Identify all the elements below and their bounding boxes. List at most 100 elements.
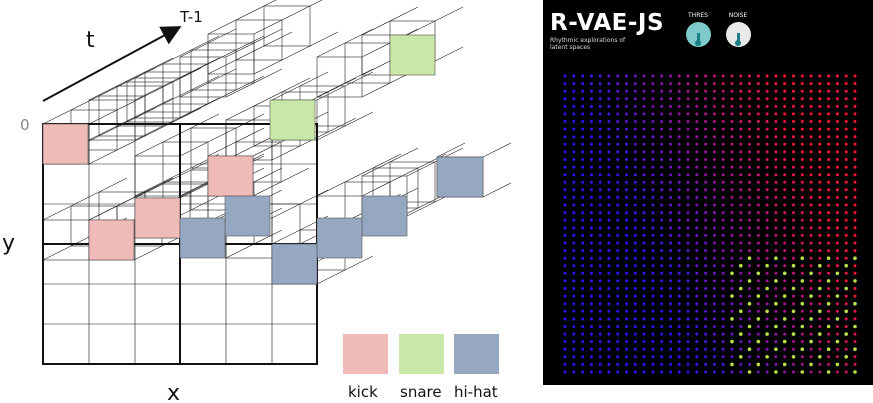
latent-dot[interactable] bbox=[677, 249, 681, 253]
latent-dot[interactable] bbox=[633, 226, 637, 230]
latent-dot[interactable] bbox=[809, 82, 813, 86]
latent-dot[interactable] bbox=[712, 180, 716, 184]
latent-dot[interactable] bbox=[826, 301, 831, 306]
latent-dot[interactable] bbox=[704, 317, 708, 321]
latent-dot[interactable] bbox=[800, 264, 804, 268]
latent-dot[interactable] bbox=[748, 180, 751, 184]
latent-dot[interactable] bbox=[651, 142, 655, 146]
latent-dot[interactable] bbox=[677, 370, 681, 374]
latent-dot[interactable] bbox=[800, 332, 804, 336]
latent-dot[interactable] bbox=[730, 241, 734, 245]
latent-dot[interactable] bbox=[730, 325, 734, 328]
latent-dot[interactable] bbox=[739, 309, 743, 314]
latent-dot[interactable] bbox=[589, 271, 593, 275]
latent-dot[interactable] bbox=[616, 188, 620, 192]
latent-dot[interactable] bbox=[818, 112, 822, 116]
latent-dot[interactable] bbox=[704, 203, 708, 207]
latent-dot[interactable] bbox=[844, 256, 848, 260]
latent-dot[interactable] bbox=[818, 332, 822, 336]
latent-dot[interactable] bbox=[695, 127, 699, 131]
latent-dot[interactable] bbox=[581, 180, 585, 184]
latent-dot[interactable] bbox=[774, 287, 778, 290]
latent-dot[interactable] bbox=[704, 135, 708, 139]
latent-dot[interactable] bbox=[756, 309, 760, 313]
latent-dot[interactable] bbox=[704, 142, 708, 146]
latent-dot[interactable] bbox=[589, 332, 593, 336]
latent-dot[interactable] bbox=[748, 355, 751, 359]
latent-dot[interactable] bbox=[581, 241, 585, 245]
latent-dot[interactable] bbox=[651, 74, 655, 78]
latent-dot[interactable] bbox=[800, 211, 804, 215]
latent-dot[interactable] bbox=[712, 226, 716, 230]
latent-dot[interactable] bbox=[572, 127, 576, 131]
latent-dot[interactable] bbox=[616, 104, 620, 108]
latent-dot[interactable] bbox=[572, 279, 576, 283]
latent-dot[interactable] bbox=[756, 264, 760, 268]
latent-dot[interactable] bbox=[589, 142, 593, 146]
latent-dot[interactable] bbox=[686, 127, 690, 131]
latent-dot[interactable] bbox=[853, 120, 857, 123]
latent-dot[interactable] bbox=[651, 294, 655, 298]
latent-dot[interactable] bbox=[677, 165, 681, 169]
latent-dot[interactable] bbox=[695, 264, 699, 268]
latent-dot[interactable] bbox=[669, 120, 672, 123]
latent-dot[interactable] bbox=[721, 302, 725, 306]
latent-dot[interactable] bbox=[739, 112, 743, 116]
latent-dot[interactable] bbox=[695, 173, 699, 177]
latent-dot[interactable] bbox=[633, 142, 637, 146]
latent-dot[interactable] bbox=[730, 332, 734, 336]
latent-dot[interactable] bbox=[827, 173, 831, 177]
latent-dot[interactable] bbox=[800, 74, 804, 78]
latent-dot[interactable] bbox=[598, 302, 602, 306]
latent-dot[interactable] bbox=[800, 301, 805, 306]
latent-dot[interactable] bbox=[581, 294, 585, 298]
latent-dot[interactable] bbox=[625, 317, 628, 321]
latent-dot[interactable] bbox=[782, 362, 787, 367]
latent-dot[interactable] bbox=[826, 279, 831, 283]
latent-dot[interactable] bbox=[686, 180, 690, 184]
latent-dot[interactable] bbox=[686, 89, 690, 93]
latent-dot[interactable] bbox=[756, 188, 760, 192]
latent-dot[interactable] bbox=[712, 211, 716, 215]
latent-dot[interactable] bbox=[818, 286, 822, 291]
latent-dot[interactable] bbox=[712, 127, 716, 131]
latent-dot[interactable] bbox=[581, 104, 585, 108]
latent-dot[interactable] bbox=[783, 127, 787, 131]
latent-dot[interactable] bbox=[774, 74, 778, 78]
latent-dot[interactable] bbox=[827, 82, 831, 86]
latent-dot[interactable] bbox=[739, 188, 743, 192]
latent-dot[interactable] bbox=[669, 355, 672, 359]
latent-dot[interactable] bbox=[669, 249, 672, 253]
latent-dot[interactable] bbox=[730, 203, 734, 207]
latent-dot[interactable] bbox=[669, 165, 672, 169]
latent-dot[interactable] bbox=[765, 325, 769, 328]
latent-dot[interactable] bbox=[581, 74, 585, 78]
latent-dot[interactable] bbox=[827, 104, 831, 108]
latent-dot[interactable] bbox=[660, 226, 664, 230]
latent-dot[interactable] bbox=[616, 127, 620, 131]
latent-dot[interactable] bbox=[792, 142, 795, 146]
latent-dot[interactable] bbox=[844, 279, 848, 283]
latent-dot[interactable] bbox=[712, 112, 716, 116]
latent-dot[interactable] bbox=[739, 332, 743, 336]
latent-dot[interactable] bbox=[721, 370, 725, 374]
latent-dot[interactable] bbox=[572, 332, 576, 336]
latent-dot[interactable] bbox=[827, 362, 831, 366]
latent-dot[interactable] bbox=[835, 104, 839, 108]
latent-dot[interactable] bbox=[748, 271, 751, 275]
latent-dot[interactable] bbox=[616, 256, 620, 260]
latent-dot[interactable] bbox=[792, 226, 795, 230]
latent-dot[interactable] bbox=[774, 301, 778, 306]
latent-dot[interactable] bbox=[800, 347, 805, 352]
latent-dot[interactable] bbox=[616, 332, 620, 336]
latent-dot[interactable] bbox=[774, 355, 778, 359]
latent-dot[interactable] bbox=[827, 294, 831, 298]
latent-dot[interactable] bbox=[712, 249, 716, 253]
latent-dot[interactable] bbox=[651, 355, 655, 359]
latent-dot[interactable] bbox=[695, 362, 699, 366]
latent-dot[interactable] bbox=[835, 226, 839, 230]
latent-dot[interactable] bbox=[704, 332, 708, 336]
latent-dot[interactable] bbox=[844, 241, 848, 245]
latent-dot[interactable] bbox=[721, 195, 725, 199]
latent-dot[interactable] bbox=[853, 241, 857, 245]
